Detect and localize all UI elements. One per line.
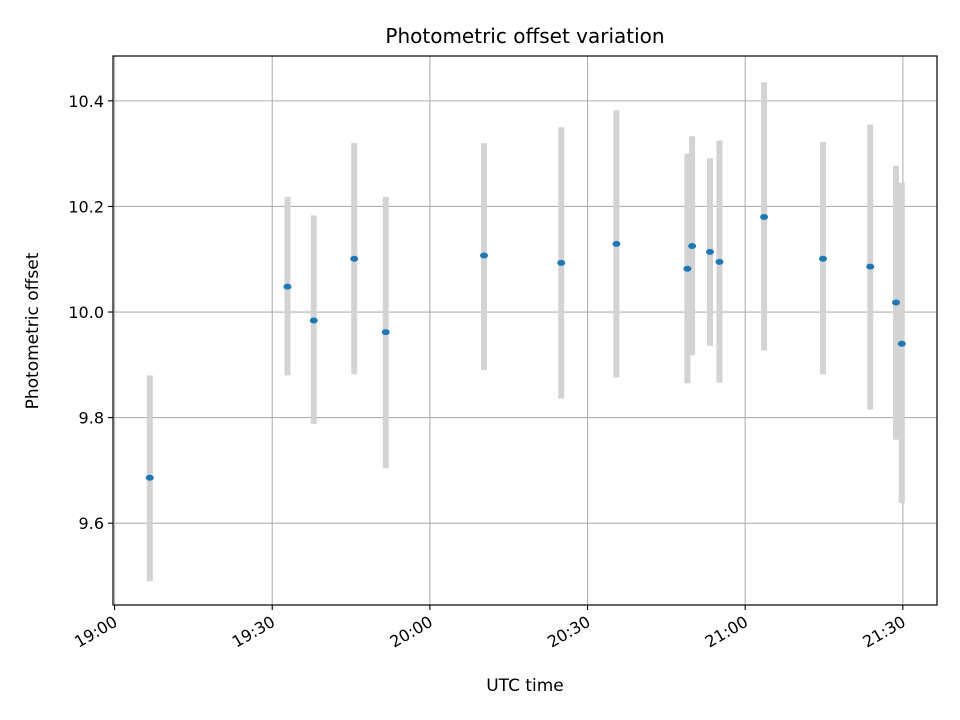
- data-point: [818, 255, 827, 262]
- data-point: [897, 340, 906, 347]
- data-point: [612, 240, 621, 247]
- data-point: [715, 258, 724, 265]
- y-tick-label: 9.6: [79, 514, 104, 533]
- chart-title: Photometric offset variation: [385, 24, 664, 48]
- axes-frame: [112, 55, 938, 606]
- data-point: [866, 263, 875, 270]
- data-point: [309, 317, 318, 324]
- y-tick-label: 9.8: [79, 409, 104, 428]
- x-axis-label: UTC time: [486, 676, 564, 696]
- data-point: [350, 255, 359, 262]
- data-point: [480, 252, 489, 259]
- grid-lines: [113, 56, 937, 605]
- data-point: [145, 474, 154, 481]
- data-point: [683, 265, 692, 272]
- data-point: [381, 329, 390, 336]
- data-points: [145, 214, 906, 481]
- data-point: [557, 259, 566, 266]
- plot-area: [113, 56, 937, 605]
- y-tick-label: 10.4: [68, 92, 104, 111]
- data-point: [892, 299, 901, 306]
- data-point: [283, 283, 292, 290]
- y-tick-label: 10.2: [68, 197, 104, 216]
- data-point: [688, 243, 697, 250]
- data-point: [705, 248, 714, 255]
- y-axis-ticks: 9.6 9.8 10.0 10.2 10.4: [68, 92, 113, 533]
- y-tick-label: 10.0: [68, 303, 104, 322]
- data-point: [760, 214, 769, 221]
- y-axis-label: Photometric offset: [23, 252, 43, 409]
